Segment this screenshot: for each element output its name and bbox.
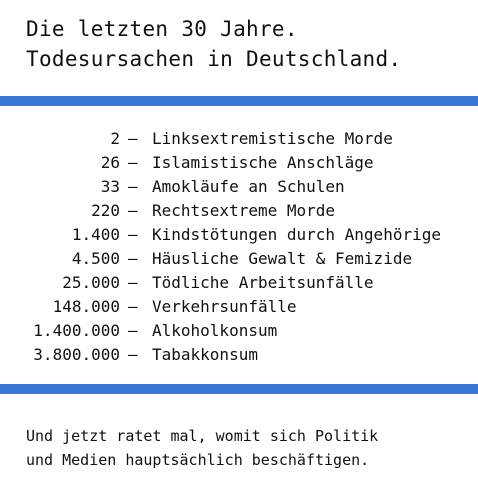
- stat-separator: –: [128, 273, 138, 292]
- page-title: Die letzten 30 Jahre. Todesursachen in D…: [26, 14, 401, 74]
- footer-line-2: und Medien hauptsächlich beschäftigen.: [26, 451, 370, 469]
- stat-label: Kindstötungen durch Angehörige: [152, 225, 441, 244]
- stat-value: 220: [91, 201, 120, 220]
- stats-list: 2 – Linksextremistische Morde 26 – Islam…: [0, 127, 478, 367]
- list-item: 220 – Rechtsextreme Morde: [0, 199, 478, 223]
- stat-separator: –: [128, 297, 138, 316]
- stat-value: 4.500: [71, 249, 120, 268]
- stat-separator: –: [128, 177, 138, 196]
- list-item: 1.400 – Kindstötungen durch Angehörige: [0, 223, 478, 247]
- stat-label: Verkehrsunfälle: [152, 297, 297, 316]
- list-item: 33 – Amokläufe an Schulen: [0, 175, 478, 199]
- stat-label: Alkoholkonsum: [152, 321, 278, 340]
- list-item: 3.800.000 – Tabakkonsum: [0, 343, 478, 367]
- stat-label: Islamistische Anschläge: [152, 153, 374, 172]
- bottom-divider-band: [0, 384, 478, 394]
- stat-separator: –: [128, 345, 138, 364]
- stat-label: Rechtsextreme Morde: [152, 201, 336, 220]
- stat-value: 1.400: [71, 225, 120, 244]
- stat-label: Linksextremistische Morde: [152, 129, 393, 148]
- stat-label: Häusliche Gewalt & Femizide: [152, 249, 413, 268]
- stat-separator: –: [128, 153, 138, 172]
- list-item: 148.000 – Verkehrsunfälle: [0, 295, 478, 319]
- stat-value: 3.800.000: [33, 345, 120, 364]
- stat-label: Amokläufe an Schulen: [152, 177, 345, 196]
- stat-separator: –: [128, 129, 138, 148]
- stat-value: 2: [110, 129, 120, 148]
- list-item: 25.000 – Tödliche Arbeitsunfälle: [0, 271, 478, 295]
- stat-value: 33: [100, 177, 120, 196]
- list-item: 2 – Linksextremistische Morde: [0, 127, 478, 151]
- stat-separator: –: [128, 201, 138, 220]
- stat-label: Tabakkonsum: [152, 345, 258, 364]
- top-divider-band: [0, 96, 478, 106]
- footer-text: Und jetzt ratet mal, womit sich Politik …: [26, 424, 378, 472]
- list-item: 4.500 – Häusliche Gewalt & Femizide: [0, 247, 478, 271]
- title-line-1: Die letzten 30 Jahre.: [26, 17, 298, 41]
- footer-line-1: Und jetzt ratet mal, womit sich Politik: [26, 427, 379, 445]
- stat-separator: –: [128, 249, 138, 268]
- stat-separator: –: [128, 321, 138, 340]
- title-line-2: Todesursachen in Deutschland.: [26, 47, 402, 71]
- list-item: 1.400.000 – Alkoholkonsum: [0, 319, 478, 343]
- list-item: 26 – Islamistische Anschläge: [0, 151, 478, 175]
- stat-value: 148.000: [52, 297, 120, 316]
- stat-value: 25.000: [62, 273, 120, 292]
- stat-value: 26: [100, 153, 120, 172]
- stat-separator: –: [128, 225, 138, 244]
- stat-value: 1.400.000: [33, 321, 120, 340]
- stat-label: Tödliche Arbeitsunfälle: [152, 273, 374, 292]
